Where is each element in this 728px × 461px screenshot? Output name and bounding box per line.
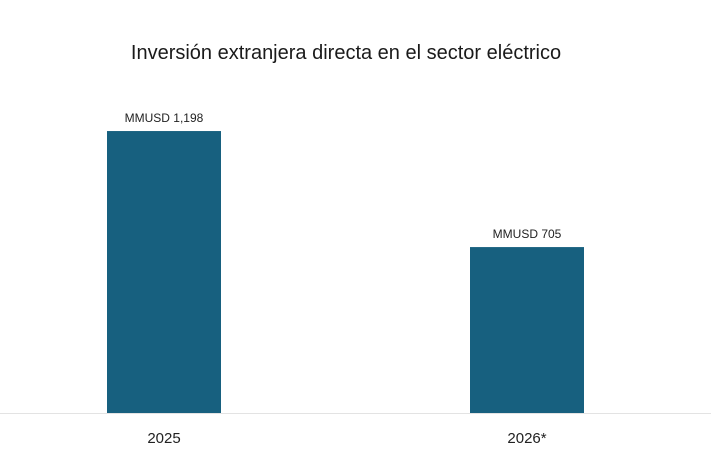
x-tick-label: 2026* [507,430,546,447]
chart-title: Inversión extranjera directa en el secto… [131,42,561,64]
x-tick-label: 2025 [147,430,180,447]
data-label: MMUSD 1,198 [125,111,204,125]
data-label: MMUSD 705 [493,227,562,241]
bar-2025 [107,131,221,413]
bar-2026 [470,247,584,413]
